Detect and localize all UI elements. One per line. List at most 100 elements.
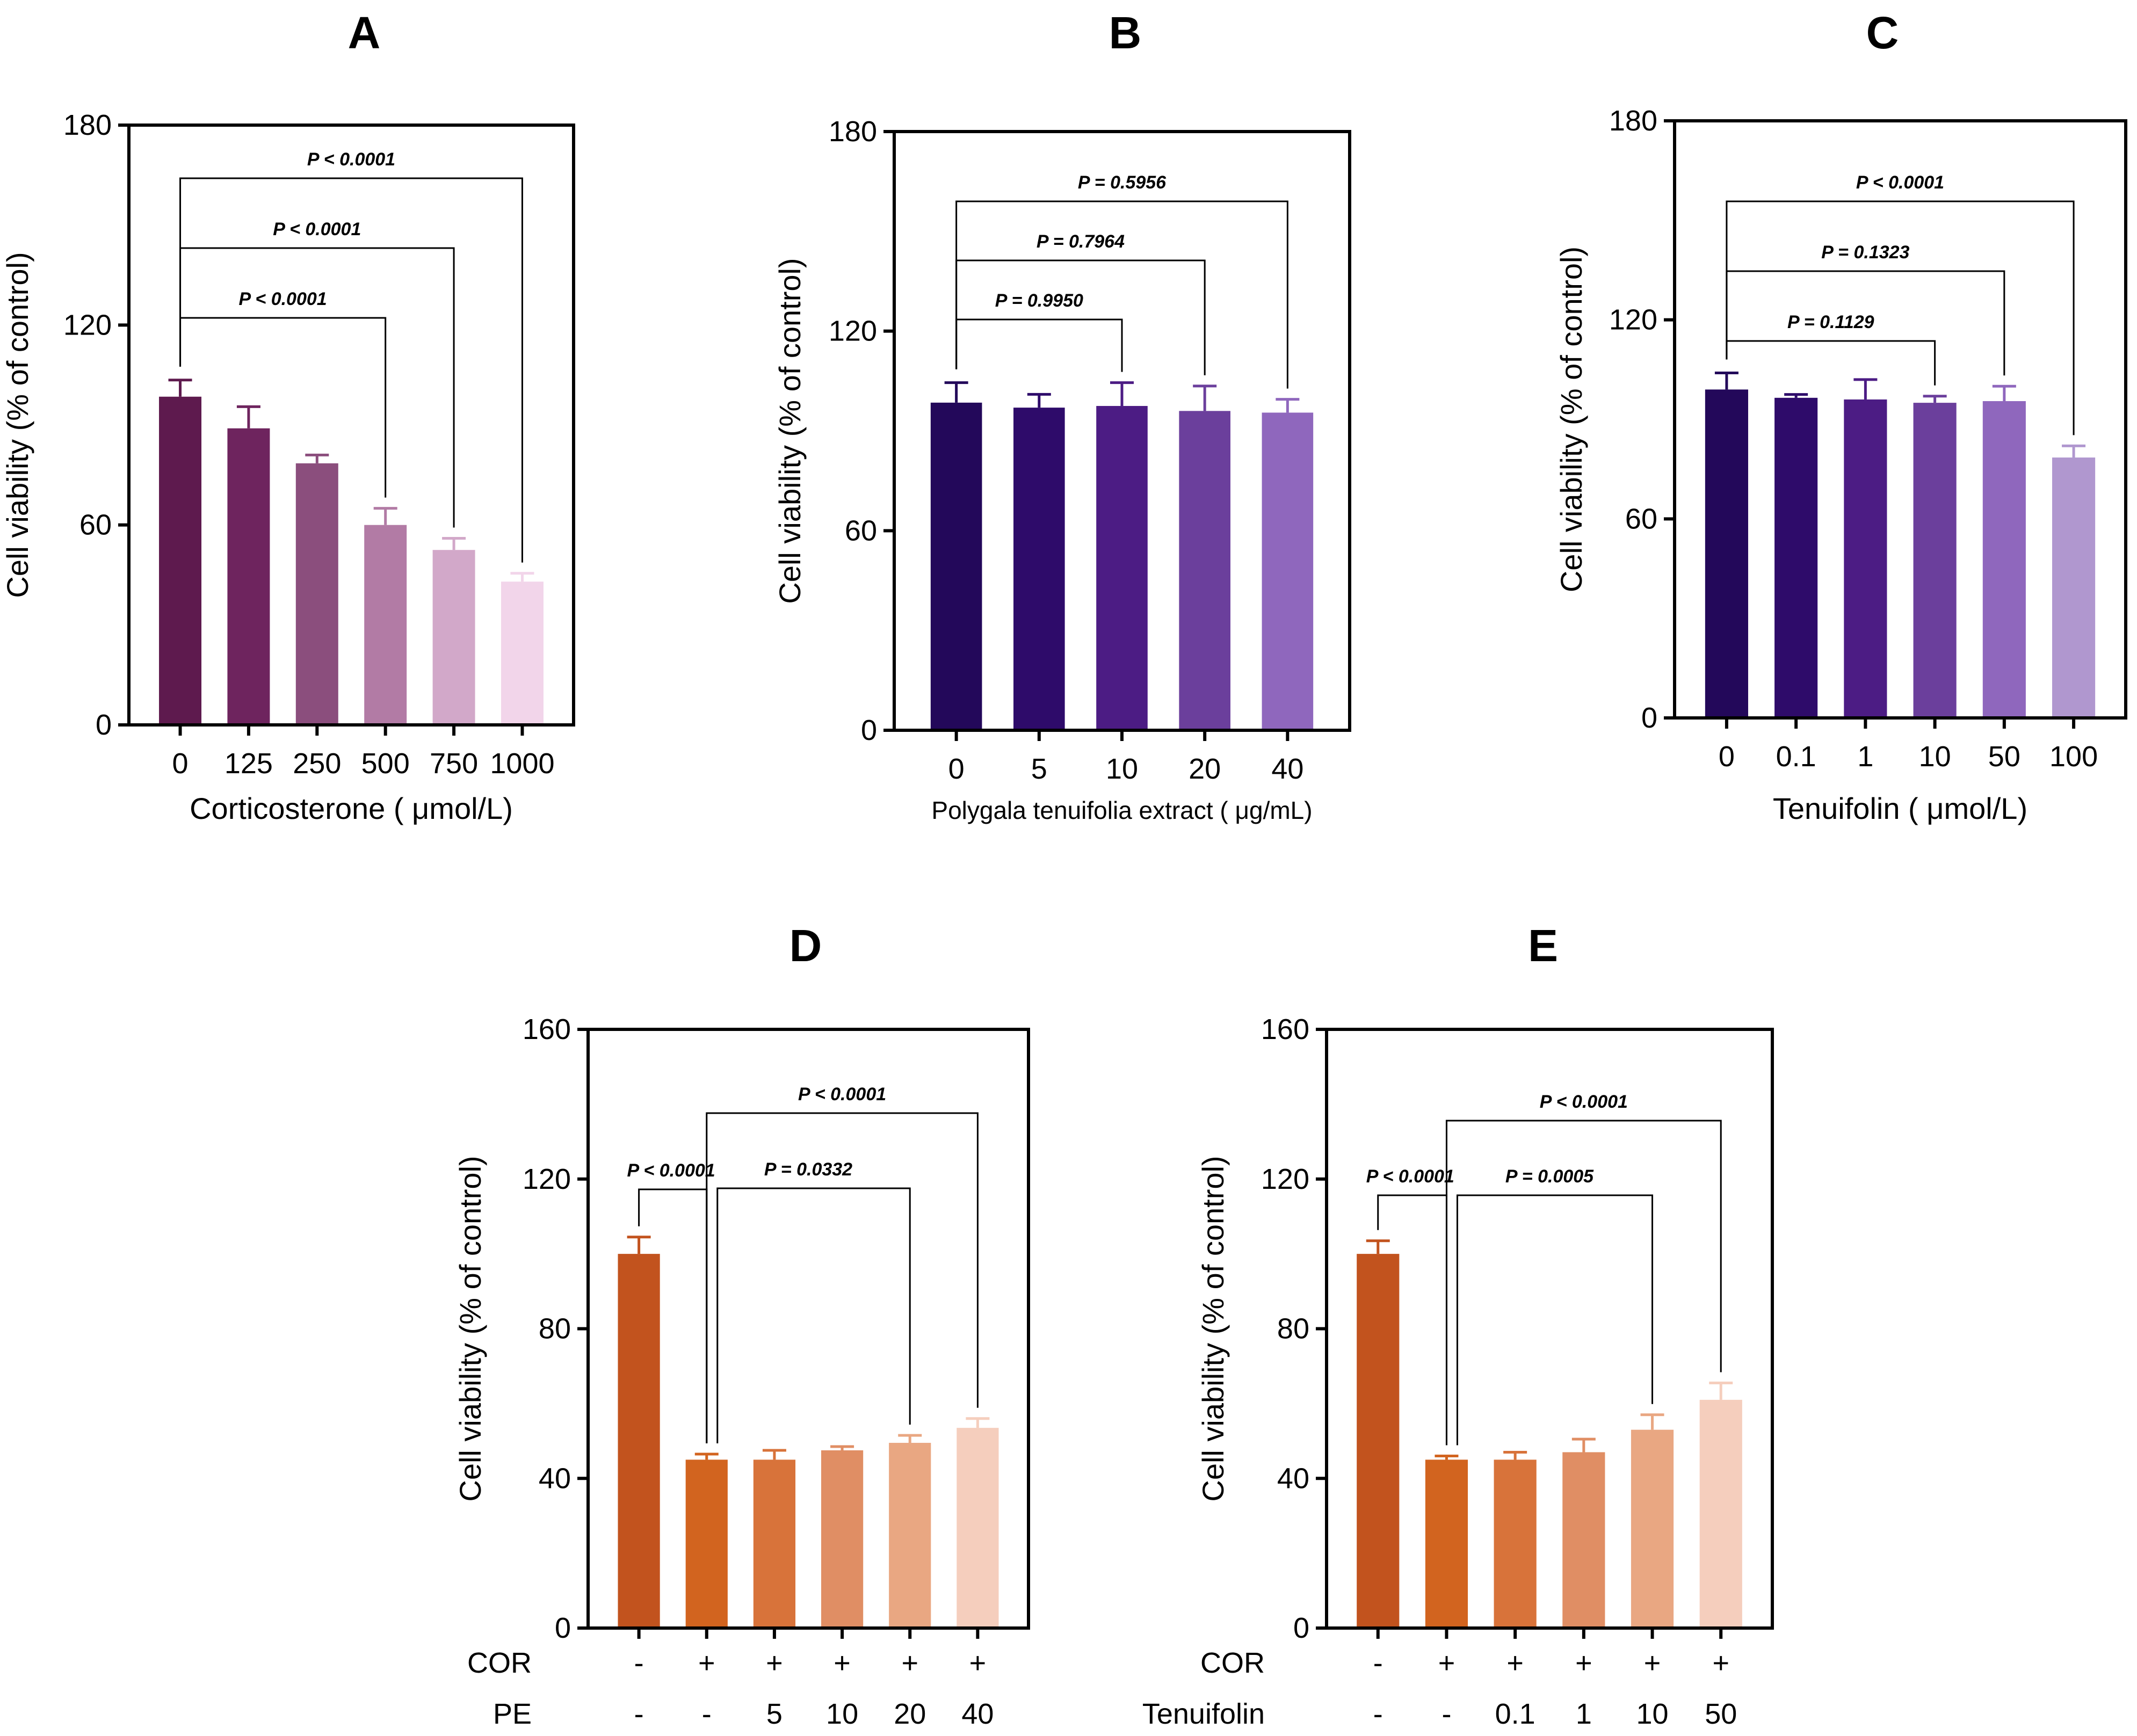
error-bar [762, 1449, 786, 1460]
y-tick-label: 120 [1261, 1163, 1309, 1195]
treatment-cell: 20 [894, 1698, 926, 1730]
treatment-cell: + [1438, 1647, 1455, 1679]
y-tick-label: 60 [845, 514, 877, 547]
plot-frame [127, 124, 575, 727]
bar [501, 582, 544, 725]
bar [1425, 1459, 1468, 1628]
error-bar [627, 1236, 651, 1254]
row-label: COR [1200, 1647, 1265, 1679]
y-axis-title: Cell viability (% of control) [1, 252, 34, 598]
bar [1705, 389, 1748, 718]
error-bar [1193, 384, 1217, 411]
y-axis-title: Cell viability (% of control) [773, 258, 807, 604]
error-bar [1714, 372, 1738, 390]
y-tick-label: 60 [1625, 503, 1657, 535]
x-tick-label: 40 [1271, 753, 1303, 785]
x-tick-label: 1 [1857, 740, 1873, 773]
y-tick-label: 40 [1277, 1462, 1309, 1494]
p-value-label: P = 0.1129 [1787, 312, 1874, 332]
row-label: Tenuifolin [1142, 1698, 1265, 1730]
bar [1262, 412, 1314, 730]
p-value-label: P < 0.0001 [1856, 172, 1944, 193]
error-bar [373, 507, 397, 525]
significance-bracket: P < 0.0001 [706, 1084, 979, 1443]
p-value-label: P < 0.0001 [1540, 1092, 1628, 1112]
y-tick-label: 0 [96, 709, 112, 741]
treatment-cell: + [1506, 1647, 1524, 1679]
row-label: PE [493, 1698, 532, 1730]
x-tick-label: 0 [172, 747, 189, 780]
p-value-label: P < 0.0001 [1366, 1166, 1454, 1187]
panel-a: A 0 60 120 180 Cell viability (% of control) 0… [1, 8, 575, 825]
panel-letter: C [1866, 8, 1899, 58]
x-axis-title: Polygala tenuifolia extract ( μg/mL) [931, 796, 1312, 824]
error-bar [1110, 381, 1134, 406]
error-bar [1709, 1382, 1733, 1400]
y-tick-label: 0 [1641, 702, 1657, 734]
error-bar [1640, 1413, 1664, 1430]
treatment-cell: 10 [1636, 1698, 1668, 1730]
error-bar [1435, 1454, 1459, 1460]
y-tick-label: 0 [861, 714, 877, 746]
bar [685, 1459, 728, 1628]
error-bar [1027, 393, 1051, 408]
significance-bracket: P = 0.9950 [955, 290, 1123, 372]
p-value-label: P = 0.7964 [1037, 231, 1125, 252]
error-bar [1784, 393, 1808, 398]
x-tick-label: 10 [1106, 753, 1138, 785]
bar [1013, 408, 1065, 730]
treatment-cell: + [766, 1647, 783, 1679]
treatment-cell: + [1712, 1647, 1729, 1679]
bar [364, 525, 407, 725]
x-tick-label: 250 [293, 747, 341, 780]
bar [295, 463, 338, 725]
x-tick-label: 0.1 [1776, 740, 1816, 773]
treatment-cell: 40 [961, 1698, 994, 1730]
y-tick-label: 160 [1261, 1013, 1309, 1045]
y-axis-title: Cell viability (% of control) [1196, 1156, 1230, 1501]
x-tick-label: 50 [1988, 740, 2020, 773]
bar [930, 402, 982, 730]
treatment-cell: - [634, 1698, 644, 1730]
p-value-label: P < 0.0001 [239, 289, 327, 309]
error-bar [1366, 1239, 1390, 1254]
x-tick-label: 5 [1031, 753, 1047, 785]
p-value-label: P < 0.0001 [627, 1160, 715, 1181]
treatment-cell: - [1373, 1647, 1383, 1679]
bar [1631, 1429, 1674, 1628]
error-bar [236, 405, 260, 428]
p-value-label: P < 0.0001 [307, 149, 395, 170]
treatment-cell: - [634, 1647, 644, 1679]
bar [957, 1428, 999, 1628]
error-bar [1923, 395, 1947, 403]
x-tick-label: 1000 [490, 747, 554, 780]
error-bar [898, 1434, 922, 1443]
treatment-cell: 0.1 [1495, 1698, 1535, 1730]
y-axis-title: Cell viability (% of control) [453, 1156, 487, 1501]
x-tick-label: 10 [1919, 740, 1951, 773]
panel-letter: E [1528, 920, 1558, 971]
p-value-label: P = 0.9950 [995, 290, 1083, 311]
bar [227, 428, 270, 725]
treatment-cell: 1 [1576, 1698, 1592, 1730]
plot-frame [1673, 119, 2127, 720]
row-label: COR [467, 1647, 532, 1679]
x-axis-title: Corticosterone ( μmol/L) [190, 791, 513, 825]
panel-letter: B [1109, 8, 1142, 58]
panel-e: E 0 40 80 120 160 Cell viability (% of control… [1142, 920, 1774, 1730]
y-tick-label: 180 [63, 109, 112, 141]
error-bar [1276, 398, 1300, 413]
panel-c: C 0 60 120 180 Cell viability (% of control) 0… [1554, 8, 2127, 825]
x-tick-label: 100 [2049, 740, 2098, 773]
treatment-cell: 50 [1705, 1698, 1737, 1730]
significance-bracket: P = 0.5956 [955, 172, 1288, 389]
significance-bracket: P < 0.0001 [179, 149, 523, 563]
significance-bracket: P < 0.0001 [1726, 172, 2075, 435]
error-bar [1992, 384, 2016, 402]
bar [1913, 403, 1957, 718]
bar [1774, 397, 1818, 718]
x-tick-label: 0 [948, 753, 965, 785]
y-tick-label: 120 [1609, 304, 1657, 336]
y-tick-label: 80 [1277, 1313, 1309, 1345]
